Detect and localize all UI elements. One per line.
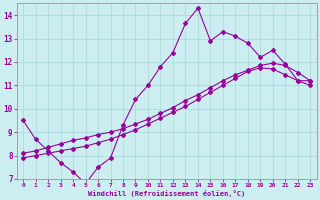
X-axis label: Windchill (Refroidissement éolien,°C): Windchill (Refroidissement éolien,°C) bbox=[88, 190, 245, 197]
